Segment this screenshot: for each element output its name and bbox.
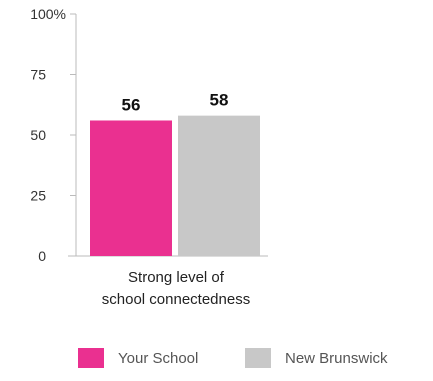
- legend-label-new-brunswick: New Brunswick: [285, 349, 388, 367]
- y-tick-label: 100%: [30, 6, 66, 22]
- x-category-label: Strong level of school connectedness: [102, 269, 250, 308]
- bar-your-school: [90, 120, 172, 256]
- y-tick-label: 50: [30, 127, 46, 143]
- legend-label-your-school: Your School: [118, 349, 199, 367]
- bar-new-brunswick: [178, 115, 260, 256]
- legend-swatch-new-brunswick: [245, 348, 271, 368]
- y-tick-label: 0: [38, 248, 46, 264]
- value-label-your-school: 56: [122, 95, 141, 114]
- bars: 56 58: [90, 91, 260, 256]
- y-axis-ticks: 0 25 50 75 100%: [30, 6, 76, 264]
- legend-swatch-your-school: [78, 348, 104, 368]
- category-label-line: Strong level of: [128, 269, 225, 286]
- legend: Your School New Brunswick: [78, 345, 428, 371]
- y-tick-label: 75: [30, 67, 46, 83]
- y-tick-label: 25: [30, 188, 46, 204]
- value-label-new-brunswick: 58: [210, 91, 229, 110]
- category-label-line: school connectedness: [102, 291, 250, 308]
- legend-item-your-school: Your School: [78, 345, 198, 371]
- legend-item-new-brunswick: New Brunswick: [245, 345, 388, 371]
